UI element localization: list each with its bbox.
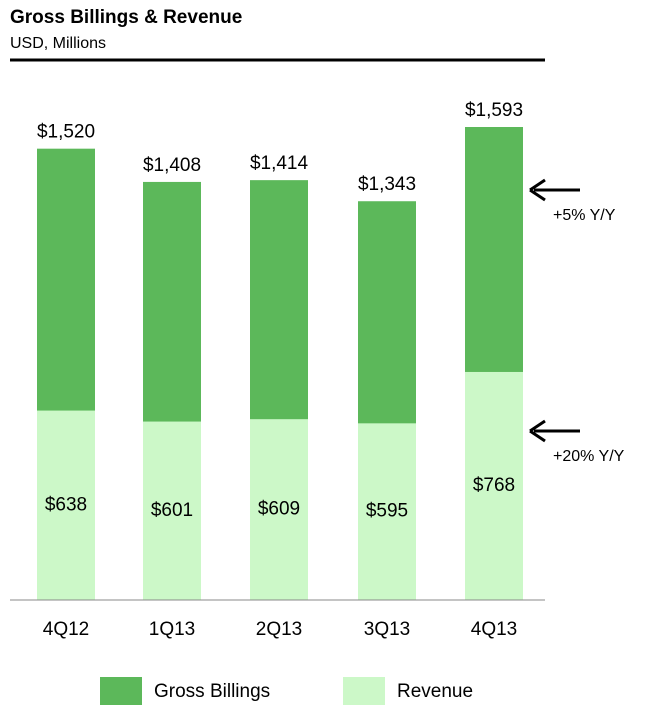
data-label: $595 xyxy=(366,501,408,522)
x-tick-label: 4Q13 xyxy=(471,619,517,640)
legend-label: Gross Billings xyxy=(154,681,270,702)
data-label: $1,593 xyxy=(465,100,523,121)
bar xyxy=(143,421,201,600)
x-tick-label: 4Q12 xyxy=(43,619,89,640)
data-label: $601 xyxy=(151,500,193,521)
annotation: +5% Y/Y xyxy=(553,207,616,224)
data-label: $609 xyxy=(258,499,300,520)
bar xyxy=(250,419,308,600)
data-label: $1,414 xyxy=(250,153,309,174)
chart-subtitle: USD, Millions xyxy=(10,35,106,52)
x-tick-label: 3Q13 xyxy=(364,619,410,640)
legend-swatch xyxy=(343,677,385,705)
arrow xyxy=(529,419,580,443)
arrow xyxy=(529,178,580,202)
bar xyxy=(37,410,95,600)
bar xyxy=(358,423,416,600)
x-tick-label: 1Q13 xyxy=(149,619,195,640)
bar xyxy=(465,371,523,600)
chart-title: Gross Billings & Revenue xyxy=(10,7,242,28)
data-label: $638 xyxy=(45,494,87,515)
data-label: $1,520 xyxy=(37,122,95,143)
legend-label: Revenue xyxy=(397,681,473,702)
data-label: $768 xyxy=(473,475,515,496)
annotation: +20% Y/Y xyxy=(553,448,625,465)
data-label: $1,408 xyxy=(143,155,201,176)
data-label: $1,343 xyxy=(358,174,416,195)
x-tick-label: 2Q13 xyxy=(256,619,302,640)
legend-swatch xyxy=(100,677,142,705)
